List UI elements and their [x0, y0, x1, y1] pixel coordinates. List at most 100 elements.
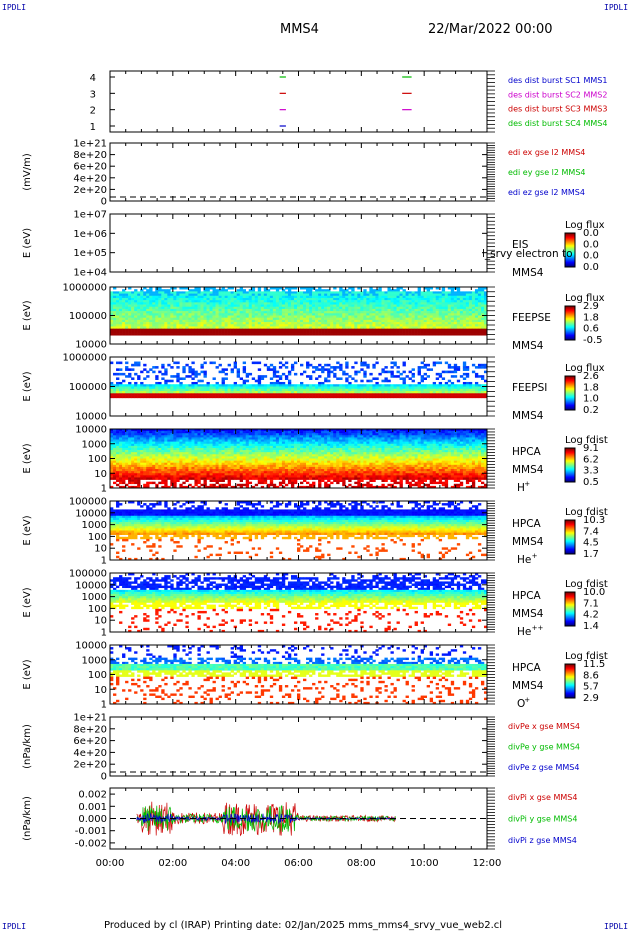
panel-hpca-h-instrument-label: HPCA	[512, 446, 542, 458]
panel-hpca-hepp-ytick-label: 10000	[75, 580, 107, 591]
panel-hpca-o-ytick-label: 1000	[82, 655, 107, 666]
panel-feepse-colorbar-frame	[564, 305, 576, 341]
panel-hpca-o-spacecraft-label: MMS4	[512, 680, 544, 692]
panel-divpi-ytick-label: 0.001	[78, 802, 107, 813]
x-axis-tick-label: 02:00	[158, 858, 187, 869]
panel-hpca-hepp-colorbar-frame	[564, 591, 576, 627]
panel-hpca-he-ytick-label: 100000	[69, 497, 107, 508]
panel-divpi-ytick-label: 0.000	[78, 814, 107, 825]
panel-burst-ytick-label: 3	[90, 89, 96, 100]
panel-eis-overlay-text: l_srvy electron to	[482, 248, 573, 260]
panel-hpca-h-ytick-label: 100	[88, 454, 107, 465]
x-axis-tick-label: 08:00	[347, 858, 376, 869]
panel-hpca-h-ytick-label: 1	[101, 484, 107, 495]
panel-edi-ylabel: (mV/m)	[22, 153, 33, 191]
panel-hpca-h-cbar-tick: 0.5	[583, 477, 599, 488]
panel-eis-frame	[109, 213, 488, 273]
panel-edi-ytick-label: 1e+21	[73, 139, 107, 150]
panel-hpca-h-spectrogram	[110, 429, 488, 489]
panel-burst-ytick-label: 4	[90, 73, 96, 84]
panel-feepsi-ytick-label: 1000000	[62, 353, 107, 364]
panel-hpca-hepp-cbar-tick: 10.0	[583, 587, 605, 598]
panel-divpe-ylabel: (nPa/km)	[22, 724, 33, 769]
panel-feepse-instrument-label: FEEPSE	[512, 312, 551, 324]
x-axis-tick-label: 06:00	[284, 858, 313, 869]
panel-eis-ytick-label: 1e+06	[73, 229, 107, 240]
panel-eis-ytick-label: 1e+04	[73, 268, 107, 279]
panel-eis-cbar-tick: 0.0	[583, 239, 599, 250]
spacecraft-title: MMS4	[280, 22, 319, 37]
panel-hpca-h-cbar-tick: 9.1	[583, 443, 599, 454]
panel-hpca-hepp-instrument-label: HPCA	[512, 590, 542, 602]
panel-edi-ytick-label: 0	[101, 197, 107, 208]
panel-divpi-ylabel: (nPa/km)	[22, 796, 33, 841]
panel-feepsi-spectrogram	[110, 361, 488, 399]
panel-burst-legend-entry: des dist burst SC4 MMS4	[508, 119, 607, 128]
panel-feepse-colorbar	[565, 306, 575, 341]
panel-divpi-ytick-label: -0.002	[75, 838, 107, 849]
panel-hpca-he-ytick-label: 1000	[82, 520, 107, 531]
panel-hpca-h-species-label: H	[517, 482, 525, 494]
panel-eis-ytick-label: 1e+05	[73, 248, 107, 259]
panel-hpca-o-ylabel: E (eV)	[22, 659, 33, 689]
panel-feepsi-spacecraft-label: MMS4	[512, 410, 544, 422]
panel-feepsi-ylabel: E (eV)	[22, 371, 33, 401]
panel-hpca-h-cbar-title: Log fdist	[565, 435, 608, 446]
panel-hpca-hepp-cbar-tick: 4.2	[583, 610, 599, 621]
panel-feepsi-colorbar	[565, 376, 575, 411]
panel-hpca-he-species-charge: +	[532, 552, 538, 560]
panel-divpe-frame	[109, 716, 488, 777]
panel-feepsi-cbar-title: Log flux	[565, 363, 605, 374]
corner-label-br: IPDLI	[604, 922, 629, 931]
corner-label-tl: IPDLI	[2, 3, 27, 12]
panel-divpe-ytick-label: 0	[101, 772, 107, 783]
panel-eis-colorbar-frame	[564, 232, 576, 268]
panel-hpca-o-ytick-label: 1	[101, 700, 107, 711]
panel-hpca-he-colorbar-frame	[564, 519, 576, 555]
x-axis-tick-label: 00:00	[96, 858, 125, 869]
panel-divpe-legend-entry: divPe z gse MMS4	[508, 763, 579, 772]
panel-hpca-o-ytick-label: 10	[94, 685, 107, 696]
panel-hpca-hepp-species-charge: ++	[532, 624, 544, 632]
panel-hpca-he-spacecraft-label: MMS4	[512, 536, 544, 548]
panel-burst-legend-entry: des dist burst SC1 MMS1	[508, 76, 607, 85]
panel-feepsi-cbar-tick: 2.6	[583, 371, 599, 382]
panel-divpe-ytick-label: 6e+20	[73, 736, 107, 747]
panel-edi-ytick-label: 2e+20	[73, 185, 107, 196]
panel-hpca-o-ytick-label: 10000	[75, 641, 107, 652]
panel-hpca-o-species-label: O	[517, 698, 525, 710]
panel-eis-instrument-label: EIS	[512, 239, 529, 251]
panel-feepse-cbar-tick: 2.9	[583, 301, 599, 312]
panel-hpca-hepp-colorbar	[565, 592, 575, 627]
panel-edi-legend-entry: edi ey gse l2 MMS4	[508, 168, 586, 177]
panel-feepse-spacecraft-label: MMS4	[512, 340, 544, 352]
panel-hpca-o-cbar-title: Log fdist	[565, 651, 608, 662]
panel-hpca-o-cbar-tick: 5.7	[583, 682, 599, 693]
panel-feepse-ytick-label: 10000	[75, 340, 107, 351]
panel-hpca-h-ylabel: E (eV)	[22, 443, 33, 473]
panel-eis-ylabel: E (eV)	[22, 228, 33, 258]
panel-hpca-he-cbar-tick: 1.7	[583, 549, 599, 560]
corner-label-tr: IPDLI	[604, 3, 629, 12]
panel-divpi-ytick-label: 0.002	[78, 790, 107, 801]
panel-hpca-o-colorbar-frame	[564, 663, 576, 699]
panel-hpca-hepp-spacecraft-label: MMS4	[512, 608, 544, 620]
panel-feepse-cbar-title: Log flux	[565, 293, 605, 304]
panel-divpi-ytick-label: -0.001	[75, 826, 107, 837]
panel-feepse-cbar-tick: 0.6	[583, 324, 599, 335]
panel-hpca-h-species-charge: +	[524, 480, 530, 488]
panel-eis-cbar-tick: 0.0	[583, 251, 599, 262]
panel-divpe-ytick-label: 4e+20	[73, 748, 107, 759]
panel-divpe-ytick-label: 2e+20	[73, 760, 107, 771]
panel-divpi-legend-entry: divPi x gse MMS4	[508, 793, 577, 802]
panel-hpca-o-cbar-tick: 8.6	[583, 670, 599, 681]
panel-feepse-ytick-label: 100000	[69, 311, 107, 322]
panel-burst-frame	[109, 70, 488, 133]
panel-feepsi-instrument-label: FEEPSI	[512, 382, 547, 394]
panel-eis-spacecraft-label: MMS4	[512, 267, 544, 279]
panel-feepse-ylabel: E (eV)	[22, 300, 33, 330]
x-axis-tick-label: 04:00	[221, 858, 250, 869]
panel-hpca-o-ytick-label: 100	[88, 670, 107, 681]
panel-hpca-he-ytick-label: 10	[94, 544, 107, 555]
